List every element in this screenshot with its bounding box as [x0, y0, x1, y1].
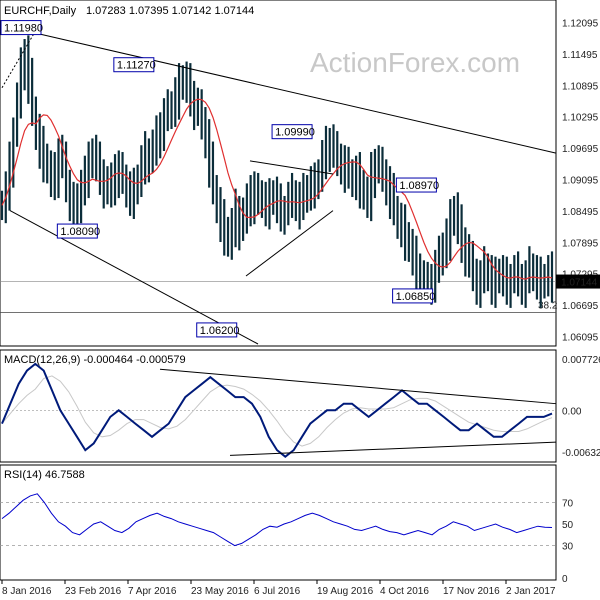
trendline — [0, 24, 557, 154]
trendline — [249, 160, 334, 175]
annotation-label: 1.11270 — [117, 60, 156, 72]
annotation-box — [56, 223, 98, 239]
macd-y-tick: 0.00 — [562, 406, 582, 417]
annotation-label: 1.08970 — [399, 180, 439, 192]
price-y-tick: 1.11495 — [562, 50, 598, 61]
macd-series-layer — [0, 362, 557, 458]
rsi-y-tick: 0 — [562, 574, 568, 585]
rsi-line — [1, 493, 553, 547]
fib-382-label: 38.2 — [538, 301, 558, 312]
price-y-tick: 1.12095 — [562, 19, 599, 30]
price-y-tick: 1.09095 — [562, 175, 599, 186]
rsi-y-tick: 50 — [562, 520, 574, 531]
annotation-box — [392, 288, 434, 304]
axis-layer: 1.12095 1.11495 1.10895 1.10295 1.09695 1.090… — [1, 19, 600, 597]
price-y-tick: 1.06095 — [562, 332, 599, 343]
rsi-y-tick: 70 — [562, 498, 574, 509]
macd-trendline — [159, 368, 557, 405]
rsi-title: RSI(14) 46.7588 — [4, 469, 85, 481]
x-tick-label: 23 Feb 2016 — [65, 586, 122, 597]
macd-y-tick: 0.007726 — [562, 355, 600, 366]
x-tick-label: 17 Nov 2016 — [443, 586, 500, 597]
annotation-box — [395, 177, 437, 193]
price-y-tick: 1.07895 — [562, 238, 599, 249]
price-annotation: 1.09990 — [271, 124, 315, 140]
current-price-tag — [556, 274, 600, 289]
macd-signal-line — [1, 375, 553, 447]
price-annotation: 1.06850 — [392, 288, 436, 304]
price-y-tick: 1.09695 — [562, 144, 599, 155]
macd-line — [1, 362, 553, 458]
moving-average-line — [1, 98, 553, 280]
dashed-trendline — [1, 29, 37, 88]
macd-trendline — [229, 441, 557, 456]
annotation-box — [271, 124, 313, 140]
annotation-box — [113, 57, 155, 73]
price-y-tick: 1.08495 — [562, 207, 599, 218]
x-tick-label: 19 Aug 2016 — [317, 586, 374, 597]
price-y-tick: 1.06695 — [562, 301, 599, 312]
watermark-text: ActionForex.com — [310, 47, 520, 78]
price-title: EURCHF,Daily — [4, 5, 77, 17]
annotation-box — [196, 322, 238, 338]
x-tick-label: 23 May 2016 — [191, 586, 249, 597]
x-tick-label: 2 Jan 2017 — [506, 586, 556, 597]
price-series-layer: 38.2 1.11980 1.11270 1.08090 1.06200 1.09990 1… — [0, 20, 558, 345]
annotation-label: 1.06200 — [200, 325, 240, 337]
price-annotation: 1.08090 — [56, 223, 100, 239]
price-annotation: 1.11270 — [113, 57, 156, 73]
annotation-box — [0, 20, 42, 36]
price-annotation: 1.06200 — [196, 322, 240, 338]
x-tick-label: 4 Oct 2016 — [380, 586, 429, 597]
rsi-y-tick: 30 — [562, 542, 574, 553]
price-y-tick: 1.10295 — [562, 113, 599, 124]
price-annotation: 1.11980 — [0, 20, 43, 36]
trendline — [245, 210, 334, 277]
macd-title: MACD(12,26,9) -0.000464 -0.000579 — [4, 354, 186, 366]
price-annotation: 1.08970 — [395, 177, 439, 193]
x-tick-label: 6 Jul 2016 — [254, 586, 301, 597]
rsi-panel-frame — [0, 464, 557, 581]
price-y-tick: 1.10895 — [562, 81, 599, 92]
annotation-label: 1.06850 — [396, 291, 436, 303]
trendline — [9, 210, 259, 345]
annotation-label: 1.11980 — [4, 23, 43, 35]
annotation-label: 1.09990 — [275, 127, 315, 139]
price-ohlc-text: 1.07283 1.07395 1.07142 1.07144 — [86, 5, 254, 17]
x-tick-label: 7 Apr 2016 — [128, 586, 177, 597]
current-price-label: 1.07144 — [561, 278, 598, 289]
x-tick-label: 8 Jan 2016 — [2, 586, 52, 597]
annotation-label: 1.08090 — [60, 226, 100, 238]
rsi-series-layer — [0, 493, 556, 547]
